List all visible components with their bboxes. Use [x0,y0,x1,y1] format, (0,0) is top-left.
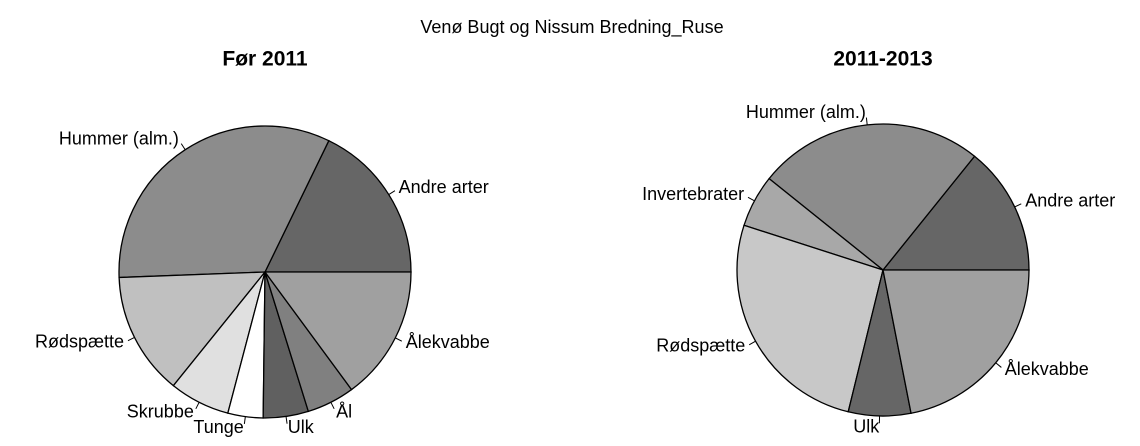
pie-slice [263,139,412,273]
slice-label: Ulk [853,416,880,436]
label-tick [748,340,756,346]
slice-label: Rødspætte [656,336,745,356]
pie-slice [881,155,1030,271]
pie-slice [768,123,976,271]
slice-label: Tunge [193,417,243,437]
pie-title: Før 2011 [222,48,308,71]
pie-slice [736,224,884,413]
label-tick [747,196,755,202]
slice-label: Rødspætte [35,331,124,351]
label-tick [395,337,403,342]
label-tick [865,117,868,125]
slice-label: Ulk [288,417,315,437]
label-tick [330,402,335,410]
slice-label: Invertebrater [642,184,744,204]
label-tick [1014,203,1022,208]
chart-title: Venø Bugt og Nissum Bredning_Ruse [420,17,723,38]
pie-slice [882,269,1030,415]
slice-label: Ålekvabbe [1005,359,1089,379]
label-tick [285,416,288,424]
pie-title: 2011-2013 [833,48,932,71]
slice-label: Hummer (alm.) [59,129,179,149]
label-tick [243,416,246,424]
slice-label: Skrubbe [127,401,194,421]
label-tick [127,337,135,342]
slice-label: Hummer (alm.) [746,102,866,122]
slice-label: Ål [336,401,352,421]
slice-label: Ålekvabbe [406,332,490,352]
pie-slice [118,271,267,387]
label-tick [195,402,200,410]
label-tick [388,190,396,195]
slice-label: Andre arter [1025,191,1115,211]
slice-label: Andre arter [399,177,489,197]
label-tick [180,143,186,150]
pie-slice [118,125,330,279]
label-tick [995,362,1002,368]
